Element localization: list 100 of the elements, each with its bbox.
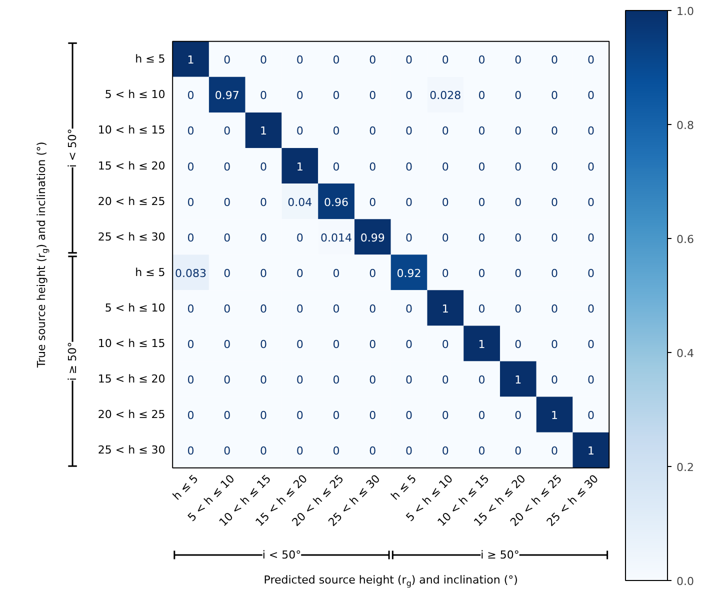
data-label: 0: [551, 266, 558, 280]
data-label: 0: [187, 338, 194, 351]
data-label: 0: [332, 374, 340, 387]
color-bar-label: 0.8: [676, 119, 694, 132]
data-label: 0: [224, 338, 231, 351]
data-label: 0: [296, 302, 304, 316]
data-label: 0.99: [360, 231, 385, 244]
data-label: 1: [551, 409, 558, 422]
data-label: 0.04: [288, 196, 312, 209]
data-label: 0: [514, 231, 522, 244]
data-label: 0: [369, 124, 376, 138]
data-label: 0: [406, 196, 413, 209]
color-bar-label: 0.0: [676, 575, 694, 588]
data-label: 0: [224, 266, 231, 280]
data-label: 0: [587, 231, 594, 244]
y-tick-label: 10 < h ≤ 15: [98, 336, 166, 350]
data-label: 0: [442, 54, 449, 67]
data-label: 0: [187, 89, 194, 102]
data-label: 0: [332, 54, 340, 67]
data-label: 0: [224, 196, 231, 209]
data-label: 0: [332, 409, 340, 422]
data-label: 0: [587, 54, 594, 67]
data-label: 1: [587, 444, 594, 458]
data-label: 0.014: [320, 231, 352, 244]
color-bar-label: 1.0: [676, 5, 694, 18]
data-label: 0: [332, 444, 340, 458]
data-label: 0: [514, 124, 522, 138]
data-label: 1: [260, 124, 268, 138]
data-label: 1: [296, 160, 304, 174]
data-label: 0: [406, 231, 413, 244]
data-label: 0.083: [175, 266, 207, 280]
data-label: 0: [551, 444, 558, 458]
y-axis-title: True source height (rg) and inclination (°): [35, 142, 50, 369]
data-label: 0: [187, 409, 194, 422]
color-bar-label: 0.6: [676, 233, 694, 246]
data-label: 0: [406, 444, 413, 458]
data-label: 0: [187, 374, 194, 387]
data-label: 0: [587, 160, 594, 174]
data-label: 0: [296, 374, 304, 387]
data-label: 0: [187, 124, 194, 138]
data-label: 0: [260, 231, 268, 244]
y-tick-label: h ≤ 5: [135, 52, 166, 66]
data-label: 0: [187, 231, 194, 244]
data-label: 0: [587, 374, 594, 387]
data-label: 0: [332, 160, 340, 174]
data-label: 0: [224, 374, 231, 387]
data-label: 0: [442, 196, 449, 209]
y-tick-label: 20 < h ≤ 25: [98, 408, 166, 422]
data-label: 0: [551, 54, 558, 67]
data-label: 0: [187, 160, 194, 174]
data-label: 0: [224, 231, 231, 244]
data-label: 0: [187, 196, 194, 209]
y-tick-label: 10 < h ≤ 15: [98, 124, 166, 137]
data-label: 0: [260, 444, 268, 458]
data-label: 0: [260, 374, 268, 387]
data-label: 0: [442, 409, 449, 422]
data-label: 0: [514, 54, 522, 67]
y-tick-label: 15 < h ≤ 20: [98, 372, 166, 386]
data-label: 0: [406, 124, 413, 138]
data-label: 0.92: [396, 266, 422, 280]
data-label: 0: [369, 409, 376, 422]
data-label: 0: [296, 444, 304, 458]
data-label: 0: [587, 89, 594, 102]
data-label: 0: [551, 124, 558, 138]
data-label: 0: [406, 89, 413, 102]
y-tick-label: 5 < h ≤ 10: [104, 301, 166, 314]
data-label: 0: [224, 54, 231, 67]
data-label: 0: [442, 266, 449, 280]
data-label: 0: [369, 89, 376, 102]
data-label: 0: [406, 409, 413, 422]
data-label: 0: [224, 160, 231, 174]
data-label: 0: [442, 444, 449, 458]
y-tick-label: 15 < h ≤ 20: [98, 159, 166, 172]
data-label: 0: [369, 302, 376, 316]
data-label: 0: [514, 196, 522, 209]
data-label: 0: [260, 196, 268, 209]
data-label: 0: [296, 124, 304, 138]
data-label: 0: [551, 374, 558, 387]
data-label: 0: [587, 124, 594, 138]
data-label: 0: [296, 409, 304, 422]
data-label: 0: [514, 89, 522, 102]
x-tick-label: h ≤ 5: [170, 472, 201, 503]
data-label: 0: [369, 444, 376, 458]
data-label: 0: [406, 374, 413, 387]
data-label: 0: [514, 444, 522, 458]
data-label: 0: [406, 54, 413, 67]
data-label: 0: [224, 302, 231, 316]
data-label: 0: [296, 89, 304, 102]
data-label: 0: [442, 160, 449, 174]
y-tick-label: h ≤ 5: [135, 266, 166, 279]
data-label: 0: [514, 409, 522, 422]
data-label: 0: [260, 302, 268, 316]
data-label: 0: [551, 89, 558, 102]
data-label: 0: [478, 54, 486, 67]
data-label: 0: [406, 338, 413, 351]
data-label: 0: [369, 196, 376, 209]
data-label: 0: [514, 338, 522, 351]
data-label: 0: [369, 54, 376, 67]
data-label: 0: [406, 160, 413, 174]
data-label: 0: [187, 302, 194, 316]
